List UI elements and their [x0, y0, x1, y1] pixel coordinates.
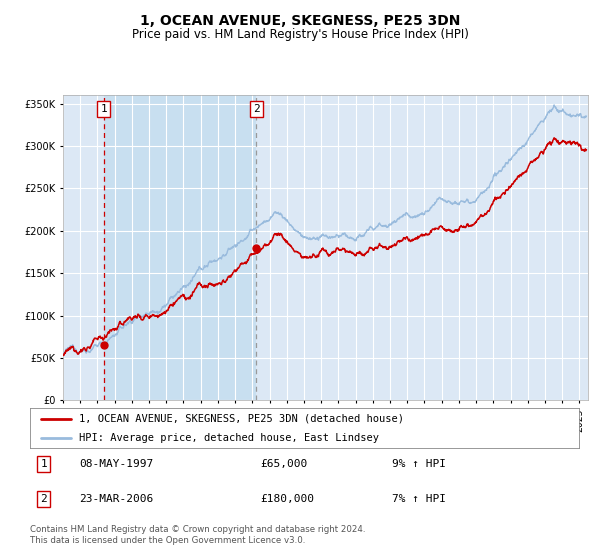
Text: 7% ↑ HPI: 7% ↑ HPI: [392, 494, 446, 504]
Text: 2: 2: [253, 104, 260, 114]
Text: 9% ↑ HPI: 9% ↑ HPI: [392, 459, 446, 469]
Text: £65,000: £65,000: [260, 459, 308, 469]
Text: 1: 1: [40, 459, 47, 469]
Text: 1, OCEAN AVENUE, SKEGNESS, PE25 3DN: 1, OCEAN AVENUE, SKEGNESS, PE25 3DN: [140, 14, 460, 28]
Text: Price paid vs. HM Land Registry's House Price Index (HPI): Price paid vs. HM Land Registry's House …: [131, 28, 469, 41]
Text: 1, OCEAN AVENUE, SKEGNESS, PE25 3DN (detached house): 1, OCEAN AVENUE, SKEGNESS, PE25 3DN (det…: [79, 414, 404, 423]
Text: £180,000: £180,000: [260, 494, 314, 504]
Text: 08-MAY-1997: 08-MAY-1997: [79, 459, 154, 469]
Text: Contains HM Land Registry data © Crown copyright and database right 2024.
This d: Contains HM Land Registry data © Crown c…: [30, 525, 365, 545]
Text: HPI: Average price, detached house, East Lindsey: HPI: Average price, detached house, East…: [79, 433, 379, 444]
Bar: [104, 95, 256, 400]
Text: 1: 1: [100, 104, 107, 114]
Text: 2: 2: [40, 494, 47, 504]
Text: 23-MAR-2006: 23-MAR-2006: [79, 494, 154, 504]
